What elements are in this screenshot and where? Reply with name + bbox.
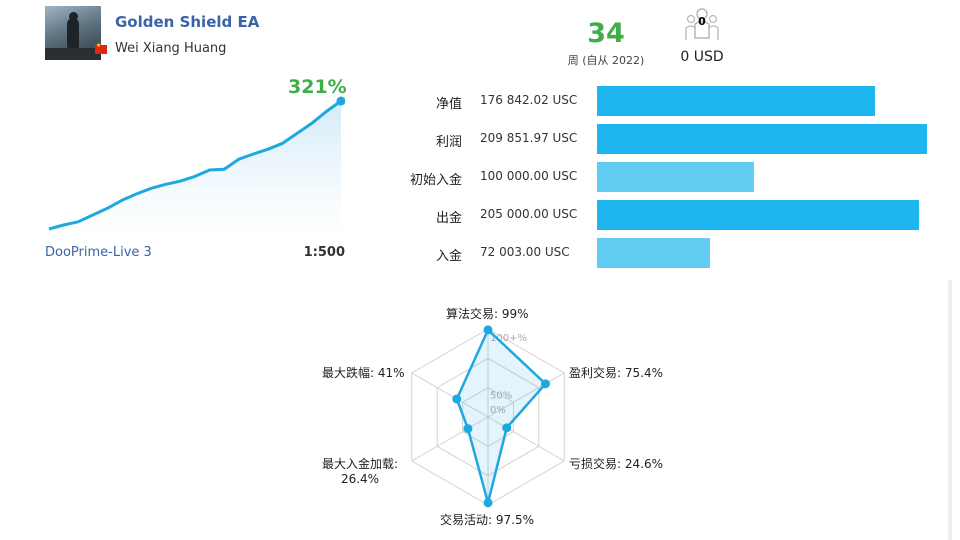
weeks-label: 周 (自从 2022) [567,54,645,67]
stat-bar [597,124,927,154]
radar-label-drawdown: 最大跌幅: 41% [322,366,405,380]
stat-bar [597,162,754,192]
radar-point [452,394,462,404]
china-flag-icon [95,42,107,54]
stat-value: 176 842.02 USC [480,93,578,107]
avatar-figure [67,18,79,48]
scrollbar-track[interactable] [948,280,952,540]
radar-spoke [411,416,489,462]
radar-polygon [455,328,547,505]
weeks-count: 34 [587,18,625,49]
radar-chart: 100+% 50% 0% 算法交易: 99% 盈利交易: 75.4% 亏损交易: 2… [300,295,680,535]
users-icon [685,8,719,40]
author-name-link[interactable]: Wei Xiang Huang [115,41,227,56]
stat-row-equity: 净值 176 842.02 USC [380,86,940,118]
stat-value: 209 851.97 USC [480,131,578,145]
radar-point [502,423,512,433]
radar-label-profit-trades: 盈利交易: 75.4% [569,366,663,380]
stat-label: 利润 [435,135,462,150]
stat-value: 100 000.00 USC [480,169,578,183]
stat-label: 出金 [435,211,462,226]
growth-chart[interactable] [45,95,345,235]
radar-spoke [411,372,489,418]
stat-value: 205 000.00 USC [480,207,578,221]
radar-label-loss-trades: 亏损交易: 24.6% [569,457,663,471]
stat-bar [597,200,919,230]
radar-ring-label: 0% [490,405,506,416]
stat-bar [597,86,875,116]
avatar-ground [45,48,101,60]
ea-name-link[interactable]: Golden Shield EA [115,13,260,31]
radar-point [540,379,550,389]
subscribers-usd: 0 USD [680,49,724,65]
stat-row-initial-deposit: 初始入金 100 000.00 USC [380,162,940,194]
radar-ring-label: 50% [490,390,512,401]
server-link[interactable]: DooPrime-Live 3 [45,245,152,260]
avatar[interactable] [45,6,101,60]
radar-label-algo: 算法交易: 99% [446,307,529,321]
stat-row-withdrawals: 出金 205 000.00 USC [380,200,940,232]
radar-label-activity: 交易活动: 97.5% [440,513,534,527]
radar-label-deposit-load: 最大入金加载: 26.4% [322,457,399,486]
stat-row-profit: 利润 209 851.97 USC [380,124,940,156]
radar-svg: 100+% 50% 0% [411,325,565,508]
growth-line [48,99,342,231]
stat-label: 净值 [435,97,462,112]
radar-spoke [487,416,565,462]
radar-point [463,424,473,434]
radar-point [483,325,493,335]
stat-value: 72 003.00 USC [480,245,570,259]
avatar-figure-head [69,12,78,21]
leverage-value: 1:500 [303,245,345,260]
stat-label: 入金 [435,249,462,264]
stat-bar [597,238,710,268]
stat-row-deposits: 入金 72 003.00 USC [380,238,940,270]
stat-label: 初始入金 [409,173,462,188]
subscribers-count: 0 [698,15,706,28]
growth-endpoint [336,96,345,106]
radar-ring-label: 100+% [490,333,527,344]
growth-percent: 321% [288,76,347,98]
radar-point [483,498,493,508]
radar-spoke [487,372,565,418]
